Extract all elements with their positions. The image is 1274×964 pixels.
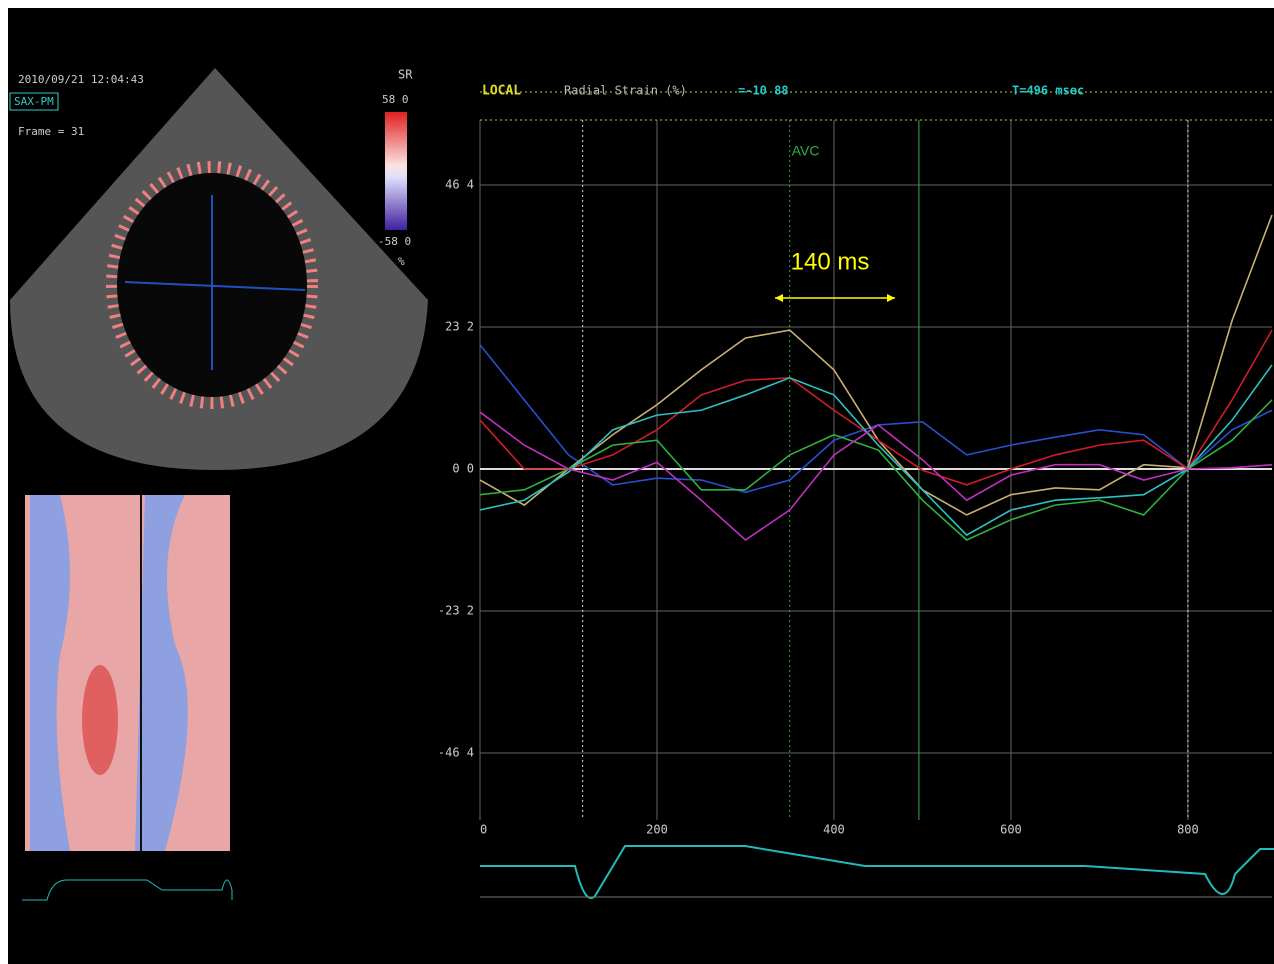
y-tick-label: 46 4: [445, 178, 474, 192]
view: SAX-PM: [14, 95, 54, 108]
chart-title: LOCAL: [482, 84, 521, 99]
y-tick-label: 0 0: [452, 462, 474, 476]
readout: =-10 88: [738, 84, 789, 98]
time-readout: T=496 msec: [1012, 84, 1084, 98]
ecg-trace: [480, 845, 1274, 899]
view-box: [9, 92, 59, 111]
strain-curve: [479, 411, 1273, 542]
y-tick-label: 23 2: [445, 320, 474, 334]
x-tick-label: 400: [823, 823, 845, 837]
strain-curve: [479, 399, 1273, 541]
x-tick-label: 800: [1177, 823, 1199, 837]
colorbar-title: SR: [398, 68, 413, 82]
y-tick-label: -46 4: [438, 746, 474, 760]
frame: Frame = 31: [18, 125, 84, 138]
echo-image: [10, 68, 428, 470]
strain-curve: [479, 364, 1273, 537]
y-tick-label: -23 2: [438, 604, 474, 618]
strain-map: [25, 495, 230, 851]
colorbar-unit: %: [398, 255, 405, 268]
x-tick-label: 200: [646, 823, 668, 837]
chart-subtitle: Radial Strain (%): [564, 84, 687, 98]
ecg-small: [22, 879, 233, 901]
x-tick-label: 0: [480, 823, 487, 837]
event-label: AVC: [792, 143, 820, 159]
strain-curve: [479, 329, 1273, 486]
colorbar-max: 58 0: [382, 93, 409, 106]
annotation: 140 ms: [791, 248, 870, 275]
x-tick-label: 600: [1000, 823, 1022, 837]
date: 2010/09/21 12:04:43: [18, 73, 144, 86]
colorbar-min: -58 0: [378, 235, 411, 248]
plot: 46 4 23 2 0 0 -23 2 -46 4 0 200 400 600 800 AVC: [438, 120, 1273, 837]
